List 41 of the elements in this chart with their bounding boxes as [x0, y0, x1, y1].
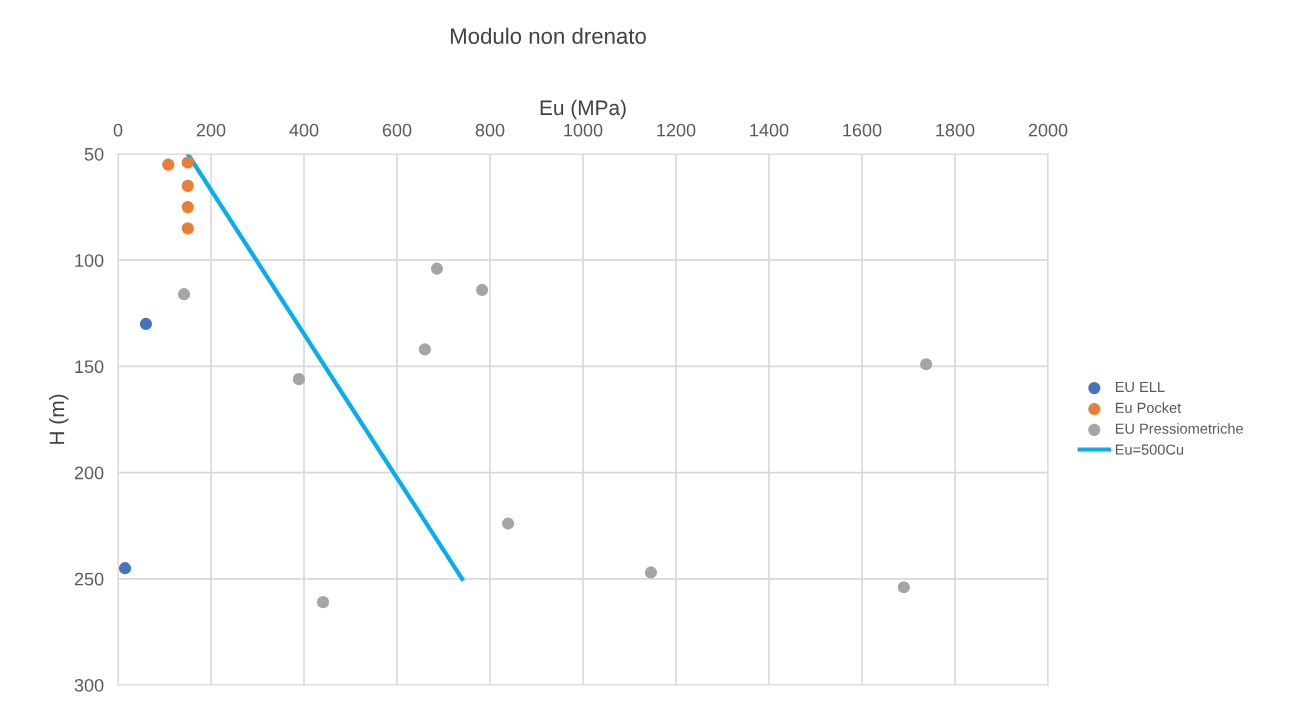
x-tick-label: 1200 — [657, 123, 696, 137]
point — [897, 581, 910, 594]
legend-label: Eu=500Cu — [1115, 444, 1184, 455]
point — [118, 562, 132, 575]
point — [644, 566, 657, 579]
x-axis-title: Eu (MPa) — [540, 99, 626, 120]
point — [418, 343, 431, 356]
legend-label: EU ELL — [1115, 381, 1165, 393]
point — [162, 158, 175, 171]
point — [177, 288, 191, 301]
point — [181, 179, 194, 192]
y-tick-label: 300 — [74, 678, 104, 692]
chart-title: Modulo non drenato — [450, 27, 646, 44]
x-tick-label: 0 — [113, 123, 123, 137]
x-tick-label: 600 — [382, 123, 412, 137]
legend-label: Eu Pocket — [1115, 402, 1182, 413]
y-tick-label: 150 — [75, 360, 104, 374]
y-tick-label: 200 — [74, 466, 104, 480]
x-tick-label: 2000 — [1028, 123, 1068, 137]
x-tick-label: 800 — [475, 123, 505, 137]
x-tick-label: 400 — [289, 123, 319, 137]
legend-label: EU Pressiometriche — [1115, 423, 1243, 434]
point — [181, 201, 194, 214]
point — [181, 156, 194, 169]
x-tick-label: 1600 — [843, 123, 882, 137]
point — [139, 317, 152, 330]
point — [430, 262, 444, 275]
x-tick-label: 200 — [196, 123, 226, 137]
point — [316, 596, 330, 609]
y-axis-title: H (m) — [49, 394, 69, 444]
y-tick-label: 100 — [75, 254, 104, 267]
x-tick-label: 1800 — [936, 123, 975, 137]
x-tick-label: 1400 — [750, 123, 789, 137]
point — [476, 283, 489, 297]
x-tick-label: 1000 — [564, 123, 603, 137]
point — [292, 373, 305, 386]
point — [502, 517, 515, 530]
point — [181, 222, 194, 235]
y-tick-label: 50 — [84, 147, 104, 161]
y-tick-label: 250 — [74, 572, 104, 586]
point — [920, 358, 933, 371]
